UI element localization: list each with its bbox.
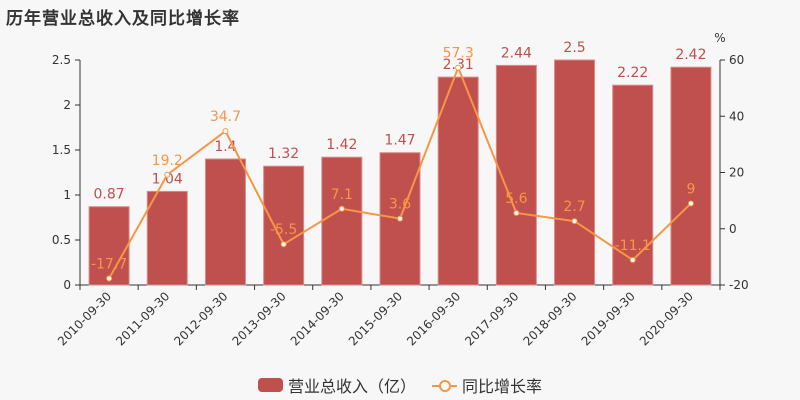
right-axis-tick: 20	[729, 166, 744, 180]
revenue-bar[interactable]	[612, 84, 654, 286]
line-value-label: 2.7	[563, 199, 585, 215]
bar-value-label: 1.42	[326, 137, 357, 153]
left-axis-tick: 0	[63, 278, 71, 292]
growth-point[interactable]	[338, 205, 345, 212]
right-axis-label: %	[714, 31, 725, 45]
right-axis-tick: -20	[729, 278, 749, 292]
revenue-bar[interactable]	[437, 76, 479, 286]
x-axis-tick: 2019-09-30	[579, 289, 638, 348]
left-axis-tick: 2	[63, 98, 71, 112]
left-axis-tick: 1	[63, 188, 71, 202]
revenue-bar[interactable]	[495, 64, 537, 286]
x-axis-tick: 2015-09-30	[346, 289, 405, 348]
growth-point[interactable]	[164, 171, 171, 178]
revenue-bar[interactable]	[146, 190, 188, 286]
revenue-bar[interactable]	[670, 66, 712, 286]
legend-item-growth[interactable]: 同比增长率	[432, 373, 542, 397]
legend-label-growth: 同比增长率	[462, 377, 543, 396]
bar-swatch-icon	[257, 378, 283, 392]
growth-point[interactable]	[571, 218, 578, 225]
line-value-label: -17.7	[91, 257, 127, 273]
line-value-label: 9	[686, 181, 695, 197]
revenue-bar[interactable]	[204, 158, 246, 286]
x-axis-tick: 2011-09-30	[113, 289, 172, 348]
chart-title: 历年营业总收入及同比增长率	[6, 9, 240, 29]
bar-value-label: 1.47	[384, 133, 415, 149]
growth-point[interactable]	[106, 275, 113, 282]
x-axis-tick: 2012-09-30	[171, 289, 230, 348]
left-axis-tick: 0.5	[52, 233, 71, 247]
line-value-label: 5.6	[505, 191, 527, 207]
growth-point[interactable]	[629, 256, 636, 263]
growth-point[interactable]	[280, 241, 287, 248]
growth-point[interactable]	[687, 200, 694, 207]
line-value-label: -5.5	[270, 222, 297, 238]
x-axis-tick: 2014-09-30	[288, 289, 347, 348]
revenue-bar[interactable]	[321, 156, 363, 286]
bar-value-label: 2.5	[563, 40, 585, 56]
right-axis-tick: 0	[729, 222, 737, 236]
line-value-label: -11.1	[615, 238, 651, 254]
x-axis-tick: 2020-09-30	[637, 289, 696, 348]
revenue-bar[interactable]	[554, 59, 596, 286]
bar-value-label: 1.32	[268, 146, 299, 162]
legend-label-revenue: 营业总收入（亿）	[287, 377, 416, 396]
bar-value-label: 0.87	[94, 187, 125, 203]
bar-value-label: 2.22	[617, 65, 648, 81]
right-axis-tick: 60	[729, 53, 744, 67]
line-value-label: 3.6	[389, 197, 411, 213]
growth-point[interactable]	[222, 128, 229, 135]
line-value-label: 57.3	[443, 46, 474, 62]
x-axis-tick: 2013-09-30	[230, 289, 289, 348]
x-axis-tick: 2017-09-30	[462, 289, 521, 348]
right-axis-tick: 40	[729, 109, 744, 123]
left-axis-tick: 1.5	[52, 143, 71, 157]
chart-legend: 营业总收入（亿） 同比增长率	[0, 373, 800, 397]
line-value-label: 19.2	[152, 153, 183, 169]
line-value-label: 7.1	[331, 187, 353, 203]
line-marker-icon	[432, 378, 457, 392]
legend-item-revenue[interactable]: 营业总收入（亿）	[257, 373, 416, 397]
growth-point[interactable]	[397, 215, 403, 222]
revenue-bar[interactable]	[263, 165, 305, 286]
line-value-label: 34.7	[210, 109, 241, 125]
x-axis-tick: 2016-09-30	[404, 289, 463, 348]
x-axis-tick: 2018-09-30	[520, 289, 579, 348]
growth-point[interactable]	[513, 210, 520, 216]
bar-value-label: 2.44	[501, 45, 532, 61]
bar-value-label: 1.04	[152, 171, 183, 187]
chart-plot-area: 0 0.5 1 1.5 2 2.5 -20 0 20 40 60% 0.87 2010-09-30 1.0…	[52, 31, 749, 348]
x-axis-tick: 2010-09-30	[55, 289, 114, 348]
bar-value-label: 2.42	[675, 47, 706, 63]
left-axis-tick: 2.5	[52, 53, 71, 67]
growth-point[interactable]	[455, 64, 462, 71]
revenue-bar[interactable]	[88, 206, 130, 286]
